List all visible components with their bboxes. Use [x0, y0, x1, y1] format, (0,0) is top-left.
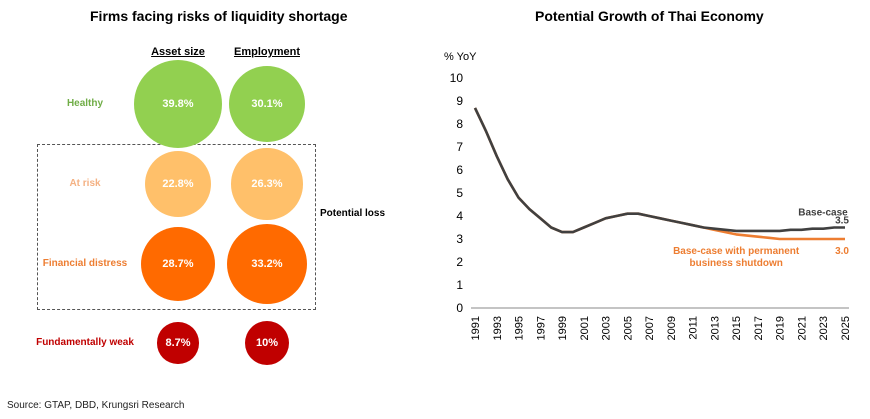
- potential-loss-label: Potential loss: [320, 208, 386, 219]
- column-header-asset-size: Asset size: [151, 46, 205, 58]
- x-tick-2009: 2009: [666, 316, 678, 340]
- y-tick-7: 7: [456, 140, 463, 154]
- left-chart-title: Firms facing risks of liquidity shortage: [90, 8, 348, 24]
- series-label-shutdown-line2: business shutdown: [690, 258, 783, 269]
- y-tick-9: 9: [456, 94, 463, 108]
- y-tick-4: 4: [456, 209, 463, 223]
- row-label-0: Healthy: [66, 98, 104, 109]
- x-tick-2019: 2019: [775, 316, 787, 340]
- row-label-2: Financial distress: [42, 258, 128, 269]
- bubble-1-1: 26.3%: [231, 148, 303, 220]
- y-tick-0: 0: [456, 301, 463, 315]
- x-tick-1993: 1993: [492, 316, 504, 340]
- y-tick-5: 5: [456, 186, 463, 200]
- x-tick-1999: 1999: [557, 316, 569, 340]
- x-tick-2015: 2015: [731, 316, 743, 340]
- series-label-shutdown-line1: Base-case with permanent: [673, 246, 800, 257]
- x-tick-2023: 2023: [818, 316, 830, 340]
- row-label-1: At risk: [69, 178, 101, 189]
- bubble-3-0: 8.7%: [157, 322, 199, 364]
- x-tick-2025: 2025: [840, 316, 852, 340]
- bubble-1-0: 22.8%: [144, 150, 212, 218]
- end-label-shutdown: 3.0: [835, 246, 849, 257]
- x-tick-2013: 2013: [709, 316, 721, 340]
- line-chart: % YoY 0 1 2 3 4 5 6 7 8 9 10 1991 1993 1995 1997 1999 2…: [444, 51, 852, 340]
- x-tick-2021: 2021: [796, 316, 808, 340]
- x-tick-2005: 2005: [622, 316, 634, 340]
- y-tick-1: 1: [456, 278, 463, 292]
- column-header-employment: Employment: [233, 46, 300, 58]
- bubble-2-1: 33.2%: [226, 223, 308, 305]
- y-tick-8: 8: [456, 117, 463, 131]
- y-tick-3: 3: [456, 232, 463, 246]
- x-tick-1991: 1991: [470, 316, 482, 340]
- bubble-3-1: 10%: [244, 320, 290, 366]
- x-tick-2007: 2007: [644, 316, 656, 340]
- right-chart-title: Potential Growth of Thai Economy: [535, 8, 764, 24]
- y-tick-10: 10: [450, 71, 464, 85]
- series-label-base-case: Base-case: [798, 208, 848, 219]
- series-line-0: [473, 107, 845, 234]
- source-note: Source: GTAP, DBD, Krungsri Research: [7, 400, 185, 411]
- x-tick-2017: 2017: [753, 316, 765, 340]
- row-label-3: Fundamentally weak: [36, 337, 134, 348]
- y-tick-6: 6: [456, 163, 463, 177]
- x-tick-2001: 2001: [579, 316, 591, 340]
- x-tick-2003: 2003: [601, 316, 613, 340]
- x-tick-1995: 1995: [514, 316, 526, 340]
- x-tick-2011: 2011: [688, 316, 700, 340]
- bubble-0-0: 39.8%: [134, 60, 222, 148]
- y-axis-label: % YoY: [444, 51, 477, 63]
- bubble-0-1: 30.1%: [228, 65, 306, 143]
- bubble-2-0: 28.7%: [140, 226, 216, 302]
- x-tick-1997: 1997: [535, 316, 547, 340]
- y-tick-2: 2: [456, 255, 463, 269]
- end-label-base-case: 3.5: [835, 216, 849, 227]
